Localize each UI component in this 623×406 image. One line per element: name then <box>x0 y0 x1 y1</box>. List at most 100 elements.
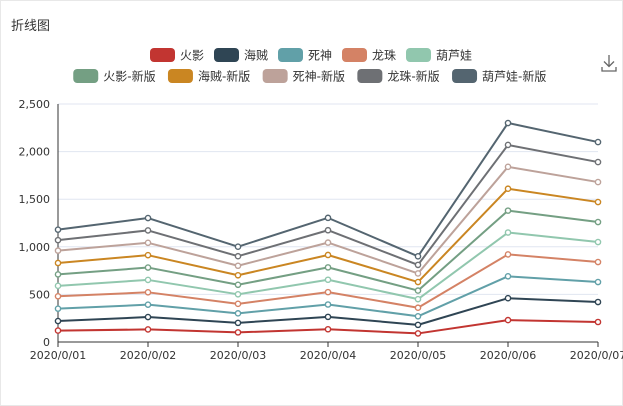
legend-swatch[interactable] <box>357 69 383 83</box>
legend-swatch[interactable] <box>406 48 431 62</box>
legend-swatch[interactable] <box>452 69 478 83</box>
data-point[interactable] <box>594 138 602 146</box>
data-point[interactable] <box>414 261 422 269</box>
data-point[interactable] <box>54 226 62 233</box>
data-point[interactable] <box>54 317 62 325</box>
data-point[interactable] <box>54 236 62 244</box>
data-point[interactable] <box>144 289 152 296</box>
data-point[interactable] <box>504 294 512 302</box>
data-point[interactable] <box>414 287 422 294</box>
data-point[interactable] <box>144 214 152 222</box>
data-point[interactable] <box>234 262 242 270</box>
data-point[interactable] <box>234 300 242 308</box>
data-point[interactable] <box>504 207 512 214</box>
data-point[interactable] <box>414 253 422 260</box>
legend-swatch[interactable] <box>214 48 239 62</box>
data-point[interactable] <box>144 301 152 308</box>
data-point[interactable] <box>504 119 512 127</box>
download-icon[interactable] <box>599 53 619 73</box>
legend-label[interactable]: 火影-新版 <box>103 69 155 84</box>
data-point[interactable] <box>594 278 602 286</box>
legend-label[interactable]: 海贼 <box>244 48 268 63</box>
data-point[interactable] <box>594 218 602 226</box>
data-point[interactable] <box>504 316 512 324</box>
data-point[interactable] <box>414 278 422 286</box>
y-tick-label: 0 <box>43 336 50 349</box>
x-tick-label: 2020/0/06 <box>480 349 536 362</box>
legend-label[interactable]: 龙珠-新版 <box>387 69 439 84</box>
data-point[interactable] <box>504 273 512 280</box>
data-point[interactable] <box>594 318 602 326</box>
data-point[interactable] <box>144 264 152 271</box>
data-point[interactable] <box>594 158 602 166</box>
legend-swatch[interactable] <box>167 69 193 83</box>
data-point[interactable] <box>594 258 602 266</box>
data-point[interactable] <box>234 310 242 317</box>
data-point[interactable] <box>504 163 512 171</box>
data-point[interactable] <box>234 329 242 336</box>
data-point[interactable] <box>414 330 422 337</box>
legend-label[interactable]: 葫芦娃 <box>436 49 472 63</box>
data-point[interactable] <box>414 312 422 320</box>
legend-label[interactable]: 火影 <box>180 49 204 63</box>
data-point[interactable] <box>234 319 242 327</box>
data-point[interactable] <box>54 282 62 290</box>
data-point[interactable] <box>324 276 332 284</box>
data-point[interactable] <box>144 227 152 234</box>
data-point[interactable] <box>54 327 62 334</box>
data-point[interactable] <box>54 247 62 254</box>
data-point[interactable] <box>234 271 242 279</box>
data-point[interactable] <box>54 293 62 300</box>
data-point[interactable] <box>414 321 422 329</box>
data-point[interactable] <box>324 313 332 321</box>
data-point[interactable] <box>144 326 152 333</box>
data-point[interactable] <box>594 238 602 246</box>
data-point[interactable] <box>54 305 62 312</box>
data-point[interactable] <box>594 298 602 306</box>
legend-swatch[interactable] <box>73 69 99 83</box>
data-point[interactable] <box>234 281 242 289</box>
data-point[interactable] <box>504 141 512 149</box>
data-point[interactable] <box>144 251 152 259</box>
data-point[interactable] <box>324 301 332 308</box>
data-point[interactable] <box>594 178 602 186</box>
data-point[interactable] <box>144 313 152 321</box>
data-point[interactable] <box>414 304 422 312</box>
data-point[interactable] <box>324 264 332 271</box>
data-point[interactable] <box>234 243 242 251</box>
data-point[interactable] <box>324 214 332 222</box>
data-point[interactable] <box>504 229 512 236</box>
legend-label[interactable]: 死神-新版 <box>293 69 345 84</box>
x-tick-label: 2020/0/05 <box>390 349 446 362</box>
legend-label[interactable]: 葫芦娃-新版 <box>482 69 546 84</box>
data-point[interactable] <box>414 295 422 303</box>
data-point[interactable] <box>144 239 152 247</box>
data-point[interactable] <box>414 270 422 277</box>
legend-label[interactable]: 死神 <box>308 49 332 63</box>
data-point[interactable] <box>234 252 242 260</box>
data-point[interactable] <box>54 271 62 278</box>
data-point[interactable] <box>324 251 332 259</box>
legend-label[interactable]: 海贼-新版 <box>198 69 250 84</box>
data-point[interactable] <box>504 185 512 193</box>
x-tick-label: 2020/0/07 <box>570 349 623 362</box>
y-tick-label: 2,000 <box>19 146 51 159</box>
data-point[interactable] <box>234 291 242 298</box>
legend-swatch[interactable] <box>278 48 303 62</box>
data-point[interactable] <box>324 325 332 333</box>
data-point[interactable] <box>594 198 602 206</box>
data-point[interactable] <box>324 239 332 246</box>
legend-swatch[interactable] <box>262 69 288 83</box>
data-point[interactable] <box>144 276 152 284</box>
legend-swatch[interactable] <box>150 48 175 62</box>
data-point[interactable] <box>324 288 332 296</box>
legend-swatch[interactable] <box>342 48 367 62</box>
y-tick-label: 2,500 <box>19 98 51 111</box>
data-point[interactable] <box>324 226 332 234</box>
legend-label[interactable]: 龙珠 <box>372 49 396 63</box>
data-point[interactable] <box>504 251 512 258</box>
x-tick-label: 2020/0/03 <box>210 349 266 362</box>
data-point[interactable] <box>54 259 62 267</box>
